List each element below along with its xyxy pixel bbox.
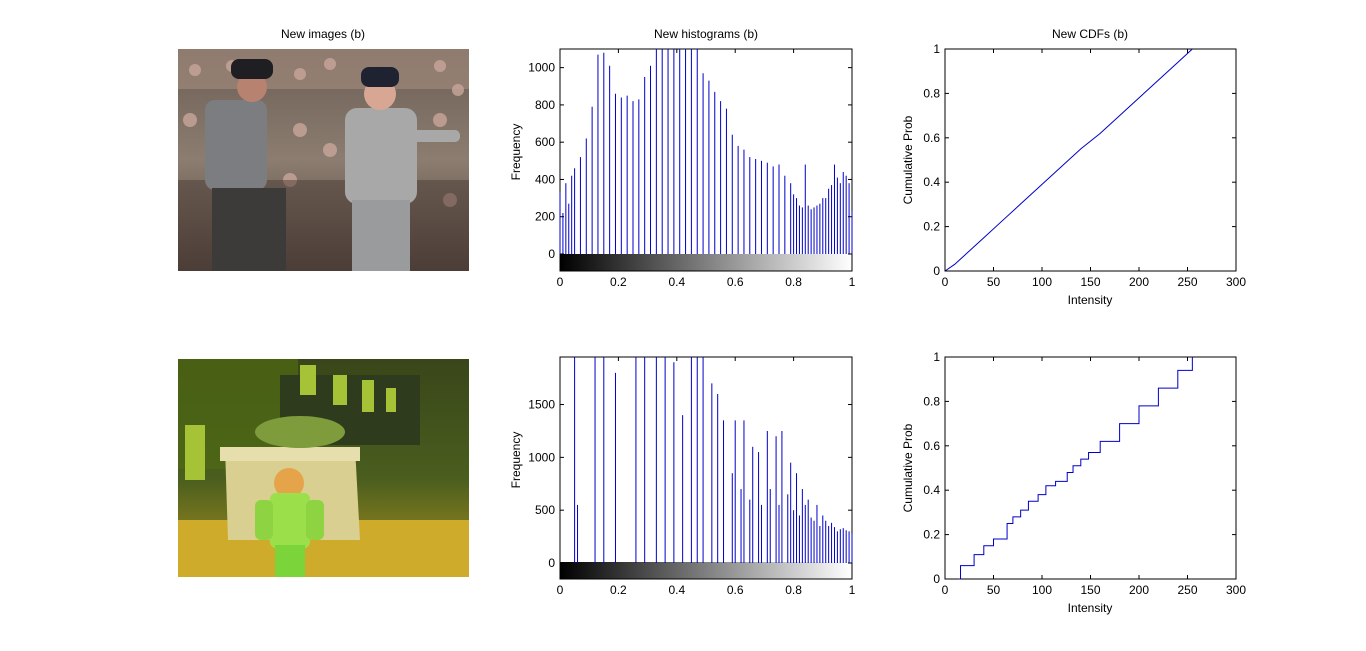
y-tick-label: 600 bbox=[535, 135, 555, 149]
image-baseball bbox=[178, 49, 469, 271]
y-tick-label: 0 bbox=[933, 572, 940, 586]
x-tick-label: 250 bbox=[1177, 275, 1197, 289]
x-tick-label: 250 bbox=[1177, 583, 1197, 597]
histogram-top-axes bbox=[559, 48, 853, 256]
y-tick-label: 0.4 bbox=[923, 175, 940, 189]
cdf-bottom-panel: 0 0.2 0.4 0.6 0.8 1 0 50 100 150 200 250 300 Intens… bbox=[901, 350, 1246, 615]
x-tick-label: 0.6 bbox=[727, 583, 744, 597]
cdfs-title: New CDFs (b) bbox=[1052, 27, 1128, 41]
y-tick-label: 0.8 bbox=[923, 86, 940, 100]
image-night-child bbox=[178, 359, 469, 577]
histogram-bottom-colorbar bbox=[560, 562, 852, 579]
y-tick-label: 0.6 bbox=[923, 131, 940, 145]
x-tick-label: 150 bbox=[1080, 275, 1100, 289]
x-tick-label: 0 bbox=[557, 275, 564, 289]
y-tick-label: 500 bbox=[535, 503, 555, 517]
x-tick-label: 50 bbox=[987, 583, 1001, 597]
y-tick-label: 0.2 bbox=[923, 220, 940, 234]
x-tick-label: 200 bbox=[1129, 583, 1149, 597]
y-tick-label: 0 bbox=[933, 264, 940, 278]
y-tick-label: 1 bbox=[933, 42, 940, 56]
x-tick-label: 0 bbox=[557, 583, 564, 597]
x-tick-label: 0.4 bbox=[668, 583, 685, 597]
y-tick-label: 0.8 bbox=[923, 394, 940, 408]
x-tick-label: 200 bbox=[1129, 275, 1149, 289]
y-tick-label: 200 bbox=[535, 210, 555, 224]
y-tick-label: 1 bbox=[933, 350, 940, 364]
cdf-top-line bbox=[944, 48, 1193, 272]
x-tick-label: 0.2 bbox=[610, 583, 627, 597]
x-tick-label: 0.8 bbox=[785, 275, 802, 289]
histogram-top-ylabel: Frequency bbox=[509, 124, 523, 181]
histogram-top-colorbar bbox=[560, 254, 852, 271]
images-title: New images (b) bbox=[281, 27, 365, 41]
x-tick-label: 0 bbox=[942, 583, 949, 597]
cdf-top-ylabel: Cumulative Prob bbox=[901, 115, 915, 204]
x-tick-label: 1 bbox=[849, 583, 856, 597]
x-tick-label: 50 bbox=[987, 275, 1001, 289]
x-tick-label: 0.2 bbox=[610, 275, 627, 289]
y-tick-label: 0.6 bbox=[923, 439, 940, 453]
y-tick-label: 1000 bbox=[528, 61, 555, 75]
y-tick-label: 800 bbox=[535, 98, 555, 112]
cdf-bottom-xlabel: Intensity bbox=[1068, 601, 1113, 615]
x-tick-label: 0 bbox=[942, 275, 949, 289]
histograms-title: New histograms (b) bbox=[654, 27, 758, 41]
cdf-bottom-ylabel: Cumulative Prob bbox=[901, 423, 915, 512]
y-tick-label: 0 bbox=[548, 556, 555, 570]
x-tick-label: 100 bbox=[1032, 583, 1052, 597]
y-tick-label: 1000 bbox=[528, 450, 555, 464]
x-tick-label: 150 bbox=[1080, 583, 1100, 597]
y-tick-label: 0 bbox=[548, 247, 555, 261]
cdf-top-xlabel: Intensity bbox=[1068, 293, 1113, 307]
x-tick-label: 300 bbox=[1226, 275, 1246, 289]
histogram-bottom-ylabel: Frequency bbox=[509, 432, 523, 489]
y-tick-label: 0.2 bbox=[923, 528, 940, 542]
histogram-bottom-panel: 0 500 1000 1500 0 0.2 0.4 0.6 0.8 1 Frequency bbox=[509, 356, 856, 597]
cdf-bottom-line bbox=[958, 357, 1193, 580]
y-tick-label: 1500 bbox=[528, 398, 555, 412]
x-tick-label: 1 bbox=[849, 275, 856, 289]
y-tick-label: 400 bbox=[535, 172, 555, 186]
x-tick-label: 0.6 bbox=[727, 275, 744, 289]
x-tick-label: 300 bbox=[1226, 583, 1246, 597]
histogram-top-panel: 0 200 400 600 800 1000 0 0.2 0.4 0.6 0.8 1 Frequen… bbox=[509, 48, 856, 289]
x-tick-label: 0.4 bbox=[668, 275, 685, 289]
x-tick-label: 0.8 bbox=[785, 583, 802, 597]
cdf-top-axes bbox=[944, 48, 1237, 272]
x-tick-label: 100 bbox=[1032, 275, 1052, 289]
y-tick-label: 0.4 bbox=[923, 483, 940, 497]
cdf-top-panel: 0 0.2 0.4 0.6 0.8 1 0 50 100 150 200 250 300 Intens… bbox=[901, 42, 1246, 307]
